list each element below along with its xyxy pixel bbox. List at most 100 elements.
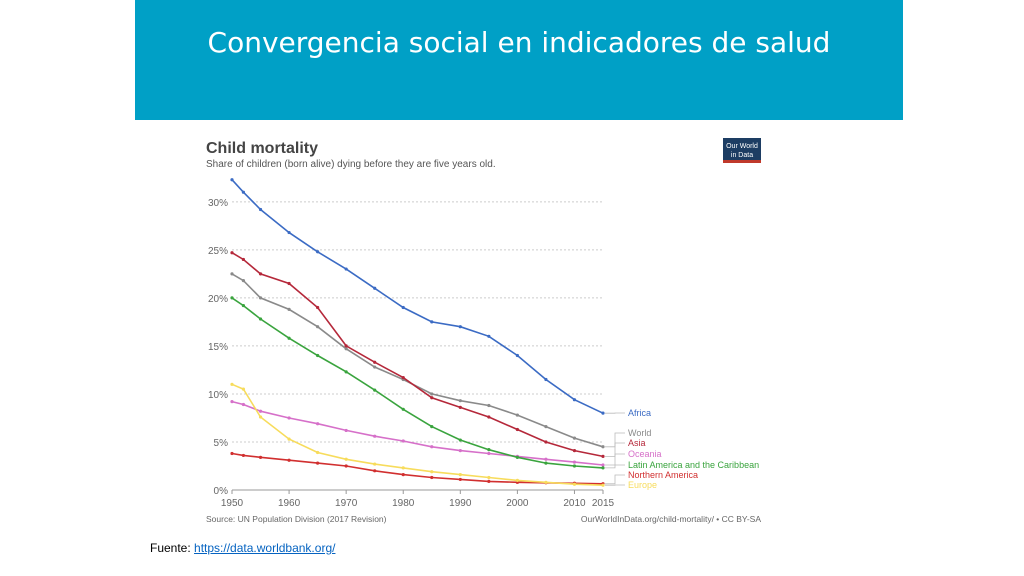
- y-axis: 0% 5% 10% 15% 20% 25% 30%: [208, 198, 228, 497]
- data-point: [316, 353, 320, 358]
- source-label: Fuente:: [150, 541, 195, 555]
- data-point: [373, 462, 377, 466]
- x-tick-label: 1970: [335, 498, 358, 509]
- legend-label: Latin America and the Caribbean: [628, 460, 759, 470]
- data-point: [601, 466, 605, 470]
- data-point: [544, 425, 548, 429]
- x-tick-label: 2000: [506, 498, 529, 509]
- x-tick-label: 2010: [563, 498, 586, 509]
- data-point: [544, 480, 548, 484]
- child-mortality-chart: Child mortality Share of children (born …: [206, 138, 761, 524]
- logo-background: [723, 138, 761, 162]
- data-point: [544, 461, 548, 465]
- data-point: [515, 478, 519, 482]
- data-point: [401, 439, 405, 443]
- data-point: [230, 451, 234, 456]
- data-point: [258, 272, 263, 276]
- data-point: [458, 449, 462, 453]
- chart-subtitle: Share of children (born alive) dying bef…: [206, 159, 496, 170]
- y-tick-label: 15%: [208, 342, 228, 353]
- data-point: [258, 207, 263, 212]
- y-tick-label: 0%: [214, 486, 229, 497]
- data-point: [544, 440, 548, 444]
- data-point: [544, 377, 548, 382]
- data-point: [258, 317, 263, 321]
- data-point: [515, 353, 519, 358]
- data-point: [316, 325, 320, 329]
- data-point: [258, 409, 263, 413]
- data-point: [230, 178, 234, 182]
- data-point: [316, 461, 320, 465]
- data-point: [572, 460, 577, 464]
- x-tick-label: 1990: [449, 498, 472, 509]
- data-point: [287, 458, 291, 462]
- data-point: [287, 416, 291, 420]
- data-point: [487, 403, 491, 408]
- series-line: [231, 400, 604, 466]
- data-point: [344, 370, 348, 374]
- x-tick-label: 2015: [592, 498, 615, 509]
- slide-title: Convergencia social en indicadores de sa…: [207, 26, 831, 59]
- data-point: [316, 450, 320, 455]
- legend-connector: [605, 442, 625, 457]
- y-tick-label: 10%: [208, 390, 228, 401]
- data-point: [544, 457, 548, 461]
- data-point: [572, 464, 577, 468]
- data-point: [241, 190, 246, 194]
- data-point: [515, 427, 519, 432]
- data-point: [430, 392, 434, 396]
- title-banner: Convergencia social en indicadores de sa…: [135, 0, 903, 120]
- data-point: [258, 415, 263, 419]
- data-point: [458, 438, 462, 442]
- series-line: [231, 452, 604, 485]
- data-point: [601, 454, 605, 458]
- data-point: [230, 382, 234, 386]
- data-point: [258, 455, 263, 459]
- grid-lines: [232, 201, 603, 491]
- source-right: OurWorldInData.org/child-mortality/ • CC…: [581, 514, 761, 524]
- chart-container: Child mortality Share of children (born …: [200, 130, 770, 530]
- data-point: [344, 464, 348, 468]
- data-point: [344, 344, 348, 348]
- source-link[interactable]: https://data.worldbank.org/: [194, 541, 336, 555]
- data-point: [572, 436, 577, 440]
- data-point: [401, 473, 405, 477]
- data-point: [344, 428, 348, 433]
- data-point: [230, 272, 234, 276]
- logo-accent-bar: [723, 160, 761, 163]
- series-line: [231, 179, 604, 414]
- data-point: [241, 278, 246, 283]
- data-point: [401, 305, 405, 310]
- legend-label: Europe: [628, 480, 657, 490]
- data-point: [230, 400, 234, 404]
- data-point: [316, 422, 320, 426]
- data-point: [458, 399, 462, 403]
- y-tick-label: 5%: [214, 438, 229, 449]
- data-point: [458, 325, 462, 329]
- y-tick-label: 25%: [208, 246, 228, 257]
- data-point: [373, 286, 377, 290]
- data-point: [287, 336, 291, 340]
- data-point: [601, 411, 605, 415]
- owid-logo: Our World in Data: [723, 138, 761, 163]
- data-point: [258, 296, 263, 300]
- data-point: [458, 477, 462, 482]
- data-point: [430, 470, 434, 474]
- data-point: [487, 475, 491, 480]
- data-point: [316, 305, 320, 310]
- y-tick-label: 30%: [208, 198, 228, 209]
- data-point: [430, 475, 434, 480]
- data-point: [287, 230, 291, 235]
- data-point: [487, 448, 491, 452]
- x-tick-label: 1980: [392, 498, 415, 509]
- y-tick-label: 20%: [208, 294, 228, 305]
- data-point: [487, 334, 491, 338]
- chart-title: Child mortality: [206, 140, 318, 157]
- data-point: [458, 473, 462, 477]
- data-point: [515, 413, 519, 417]
- data-point: [401, 376, 405, 380]
- x-tick-label: 1960: [278, 498, 301, 509]
- data-point: [430, 445, 434, 449]
- logo-line-2: in Data: [731, 152, 753, 159]
